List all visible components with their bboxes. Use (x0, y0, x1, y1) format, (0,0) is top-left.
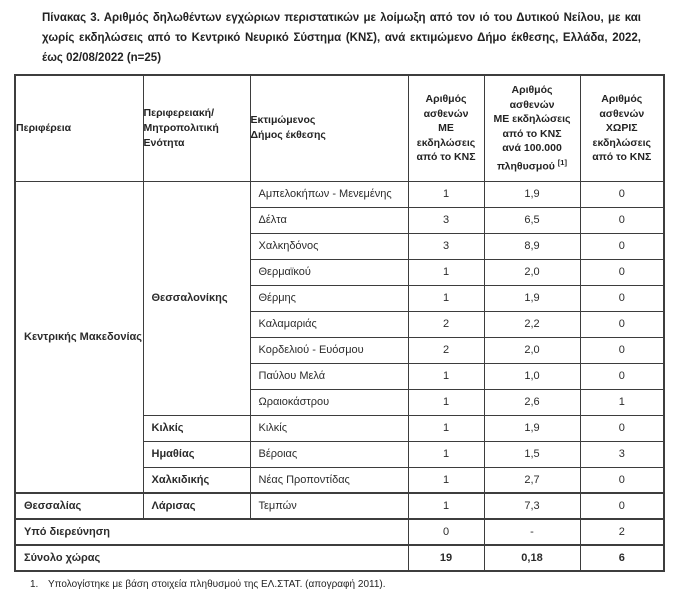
municipality-cell: Βέροιας (249, 440, 409, 468)
summary-row-country-total: Σύνολο χώρας 19 0,18 6 (14, 544, 665, 572)
footnote-reference-icon: [1] (557, 157, 567, 167)
table-caption: Πίνακας 3. Αριθμός δηλωθέντων εγχώριων π… (42, 12, 641, 64)
with-cns-cell: 1 (407, 466, 485, 494)
with-cns-cell: 1 (407, 440, 485, 468)
footnote-text: Υπολογίστηκε με βάση στοιχεία πληθυσμού … (48, 579, 386, 590)
column-header-with-cns: Αριθμός ασθενών ΜΕ εκδηλώσεις από το ΚΝΣ (407, 74, 485, 182)
table-row: Κιλκίς Κιλκίς 1 1,9 0 (15, 414, 665, 442)
footnote: 1. Υπολογίστηκε με βάση στοιχεία πληθυσμο… (30, 578, 675, 591)
column-header-municipality: Εκτιμώμενος Δήμος έκθεσης (249, 74, 409, 182)
without-cns-cell: 2 (579, 518, 665, 546)
unit-cell: Χαλκιδικής (142, 466, 251, 494)
rate-cell: 1,9 (483, 180, 581, 208)
cases-table: Περιφέρεια Περιφερειακή/ Μητροπολιτική Ε… (14, 74, 665, 572)
summary-row-under-investigation: Υπό διερεύνηση 0 - 2 (14, 518, 665, 546)
municipality-cell: Θερμαϊκού (249, 258, 409, 286)
with-cns-cell: 2 (407, 336, 485, 364)
municipality-cell: Θέρμης (249, 284, 409, 312)
with-cns-cell: 1 (407, 258, 485, 286)
municipality-cell: Τεμπών (249, 492, 409, 520)
rate-cell: 0,18 (483, 544, 581, 572)
without-cns-cell: 0 (579, 414, 665, 442)
municipality-cell: Χαλκηδόνος (249, 232, 409, 260)
table-row: Θερμαϊκού 1 2,0 0 (15, 258, 665, 286)
summary-label-cell: Σύνολο χώρας (14, 544, 409, 572)
footnote-number: 1. (30, 579, 39, 590)
summary-label-cell: Υπό διερεύνηση (14, 518, 409, 546)
rate-cell: 2,2 (483, 310, 581, 338)
column-header-rate: Αριθμός ασθενών ΜΕ εκδηλώσεις από το ΚΝΣ… (483, 74, 581, 182)
with-cns-cell: 19 (407, 544, 485, 572)
table-row: Ωραιοκάστρου 1 2,6 1 (15, 388, 665, 416)
without-cns-cell: 0 (579, 284, 665, 312)
rate-cell: 1,9 (483, 284, 581, 312)
table-row: Κεντρικής Μακεδονίας Θεσσαλονίκης Αμπελο… (14, 180, 665, 494)
rate-cell: 2,0 (483, 336, 581, 364)
rate-cell: 2,6 (483, 388, 581, 416)
with-cns-cell: 3 (407, 232, 485, 260)
municipality-cell: Αμπελοκήπων - Μενεμένης (249, 180, 409, 208)
without-cns-cell: 0 (579, 466, 665, 494)
municipality-cell: Κιλκίς (249, 414, 409, 442)
municipality-cell: Κορδελιού - Ευόσμου (249, 336, 409, 364)
municipality-cell: Δέλτα (249, 206, 409, 234)
without-cns-cell: 0 (579, 180, 665, 208)
rate-cell: - (483, 518, 581, 546)
without-cns-cell: 3 (579, 440, 665, 468)
region-cell: Κεντρικής Μακεδονίας (14, 180, 144, 494)
table-row: Χαλκηδόνος 3 8,9 0 (15, 232, 665, 260)
column-header-unit: Περιφερειακή/ Μητροπολιτική Ενότητα (142, 74, 251, 182)
municipality-cell: Παύλου Μελά (249, 362, 409, 390)
with-cns-cell: 1 (407, 180, 485, 208)
municipality-cell: Ωραιοκάστρου (249, 388, 409, 416)
with-cns-cell: 1 (407, 284, 485, 312)
rate-cell: 7,3 (483, 492, 581, 520)
without-cns-cell: 0 (579, 258, 665, 286)
rate-cell: 8,9 (483, 232, 581, 260)
with-cns-cell: 0 (407, 518, 485, 546)
with-cns-cell: 1 (407, 362, 485, 390)
with-cns-cell: 1 (407, 492, 485, 520)
without-cns-cell: 0 (579, 362, 665, 390)
table-row: Δέλτα 3 6,5 0 (15, 206, 665, 234)
table-header-row: Περιφέρεια Περιφερειακή/ Μητροπολιτική Ε… (14, 74, 665, 182)
table-row: Χαλκιδικής Νέας Προποντίδας 1 2,7 0 (15, 466, 665, 494)
unit-cell: Θεσσαλονίκης (142, 180, 251, 416)
without-cns-cell: 0 (579, 336, 665, 364)
table-row: Ημαθίας Βέροιας 1 1,5 3 (15, 440, 665, 468)
without-cns-cell: 0 (579, 310, 665, 338)
without-cns-cell: 0 (579, 492, 665, 520)
municipality-cell: Νέας Προποντίδας (249, 466, 409, 494)
column-header-region: Περιφέρεια (14, 74, 144, 182)
table-row: Κορδελιού - Ευόσμου 2 2,0 0 (15, 336, 665, 364)
rate-cell: 2,0 (483, 258, 581, 286)
with-cns-cell: 2 (407, 310, 485, 338)
rate-cell: 2,7 (483, 466, 581, 494)
unit-cell: Κιλκίς (142, 414, 251, 442)
region-cell: Θεσσαλίας (14, 492, 144, 520)
column-header-without-cns: Αριθμός ασθενών ΧΩΡΙΣ εκδηλώσεις από το … (579, 74, 665, 182)
rate-cell: 1,9 (483, 414, 581, 442)
rate-cell: 1,5 (483, 440, 581, 468)
column-header-rate-text: Αριθμός ασθενών ΜΕ εκδηλώσεις από το ΚΝΣ… (493, 84, 571, 172)
with-cns-cell: 1 (407, 388, 485, 416)
unit-cell: Λάρισας (142, 492, 251, 520)
with-cns-cell: 3 (407, 206, 485, 234)
rate-cell: 6,5 (483, 206, 581, 234)
without-cns-cell: 1 (579, 388, 665, 416)
table-row: Θέρμης 1 1,9 0 (15, 284, 665, 312)
unit-cell: Ημαθίας (142, 440, 251, 468)
without-cns-cell: 0 (579, 206, 665, 234)
municipality-cell: Καλαμαριάς (249, 310, 409, 338)
table-row: Καλαμαριάς 2 2,2 0 (15, 310, 665, 338)
without-cns-cell: 6 (579, 544, 665, 572)
with-cns-cell: 1 (407, 414, 485, 442)
table-row: Παύλου Μελά 1 1,0 0 (15, 362, 665, 390)
without-cns-cell: 0 (579, 232, 665, 260)
table-row: Θεσσαλίας Λάρισας Τεμπών 1 7,3 0 (14, 492, 665, 520)
rate-cell: 1,0 (483, 362, 581, 390)
